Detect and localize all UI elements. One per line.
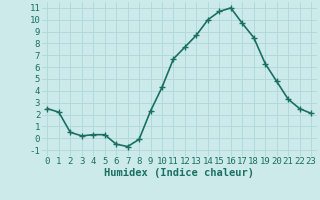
X-axis label: Humidex (Indice chaleur): Humidex (Indice chaleur) bbox=[104, 168, 254, 178]
